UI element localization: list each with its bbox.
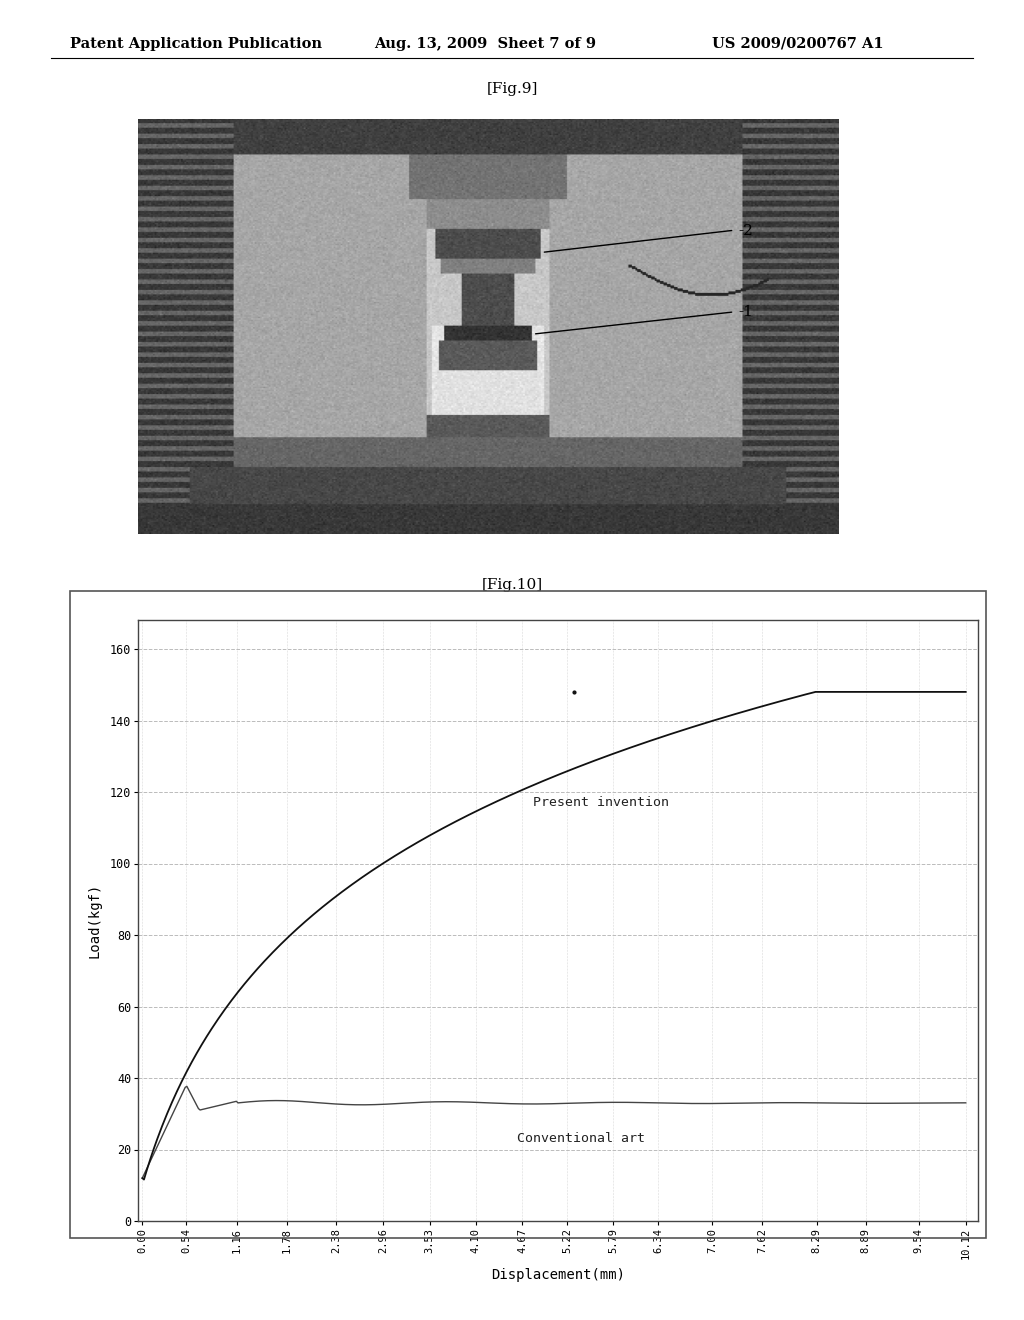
Text: [Fig.9]: [Fig.9]: [486, 82, 538, 96]
Text: [Fig.10]: [Fig.10]: [481, 578, 543, 593]
Y-axis label: Load(kgf): Load(kgf): [88, 883, 101, 958]
Text: Present invention: Present invention: [532, 796, 669, 809]
Text: -2: -2: [738, 223, 753, 238]
Text: US 2009/0200767 A1: US 2009/0200767 A1: [712, 37, 884, 51]
Text: Aug. 13, 2009  Sheet 7 of 9: Aug. 13, 2009 Sheet 7 of 9: [374, 37, 596, 51]
Text: Patent Application Publication: Patent Application Publication: [70, 37, 322, 51]
Text: Conventional art: Conventional art: [516, 1133, 644, 1146]
X-axis label: Displacement(mm): Displacement(mm): [492, 1267, 625, 1282]
Text: -1: -1: [738, 305, 753, 319]
